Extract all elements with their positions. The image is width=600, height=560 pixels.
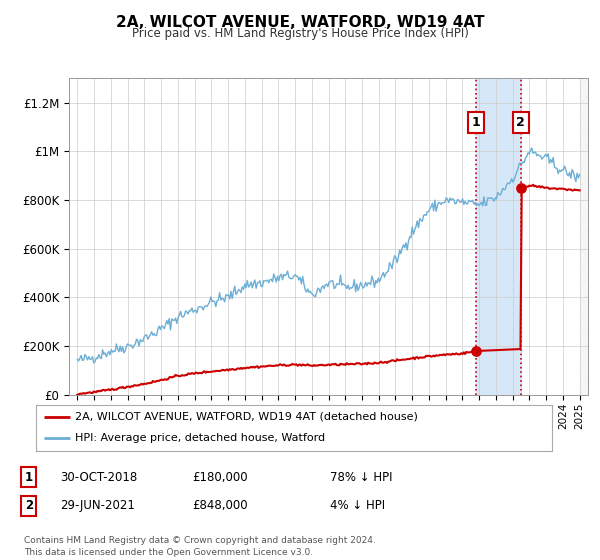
Text: £848,000: £848,000 [192, 499, 248, 512]
Point [472, 347, 481, 356]
Text: 2A, WILCOT AVENUE, WATFORD, WD19 4AT: 2A, WILCOT AVENUE, WATFORD, WD19 4AT [116, 15, 484, 30]
Text: Price paid vs. HM Land Registry's House Price Index (HPI): Price paid vs. HM Land Registry's House … [131, 27, 469, 40]
Point [516, 184, 526, 193]
Bar [476, 78, 521, 395]
Text: 2A, WILCOT AVENUE, WATFORD, WD19 4AT (detached house): 2A, WILCOT AVENUE, WATFORD, WD19 4AT (de… [74, 412, 418, 422]
Text: 2: 2 [517, 116, 525, 129]
Text: 30-OCT-2018: 30-OCT-2018 [60, 470, 137, 484]
Text: 29-JUN-2021: 29-JUN-2021 [60, 499, 135, 512]
Text: £180,000: £180,000 [192, 470, 248, 484]
Text: 1: 1 [472, 116, 481, 129]
Text: HPI: Average price, detached house, Watford: HPI: Average price, detached house, Watf… [74, 433, 325, 443]
Text: 78% ↓ HPI: 78% ↓ HPI [330, 470, 392, 484]
Text: 1: 1 [25, 470, 33, 484]
Text: Contains HM Land Registry data © Crown copyright and database right 2024.
This d: Contains HM Land Registry data © Crown c… [24, 536, 376, 557]
Text: 4% ↓ HPI: 4% ↓ HPI [330, 499, 385, 512]
Text: 2: 2 [25, 499, 33, 512]
Bar [580, 78, 588, 395]
